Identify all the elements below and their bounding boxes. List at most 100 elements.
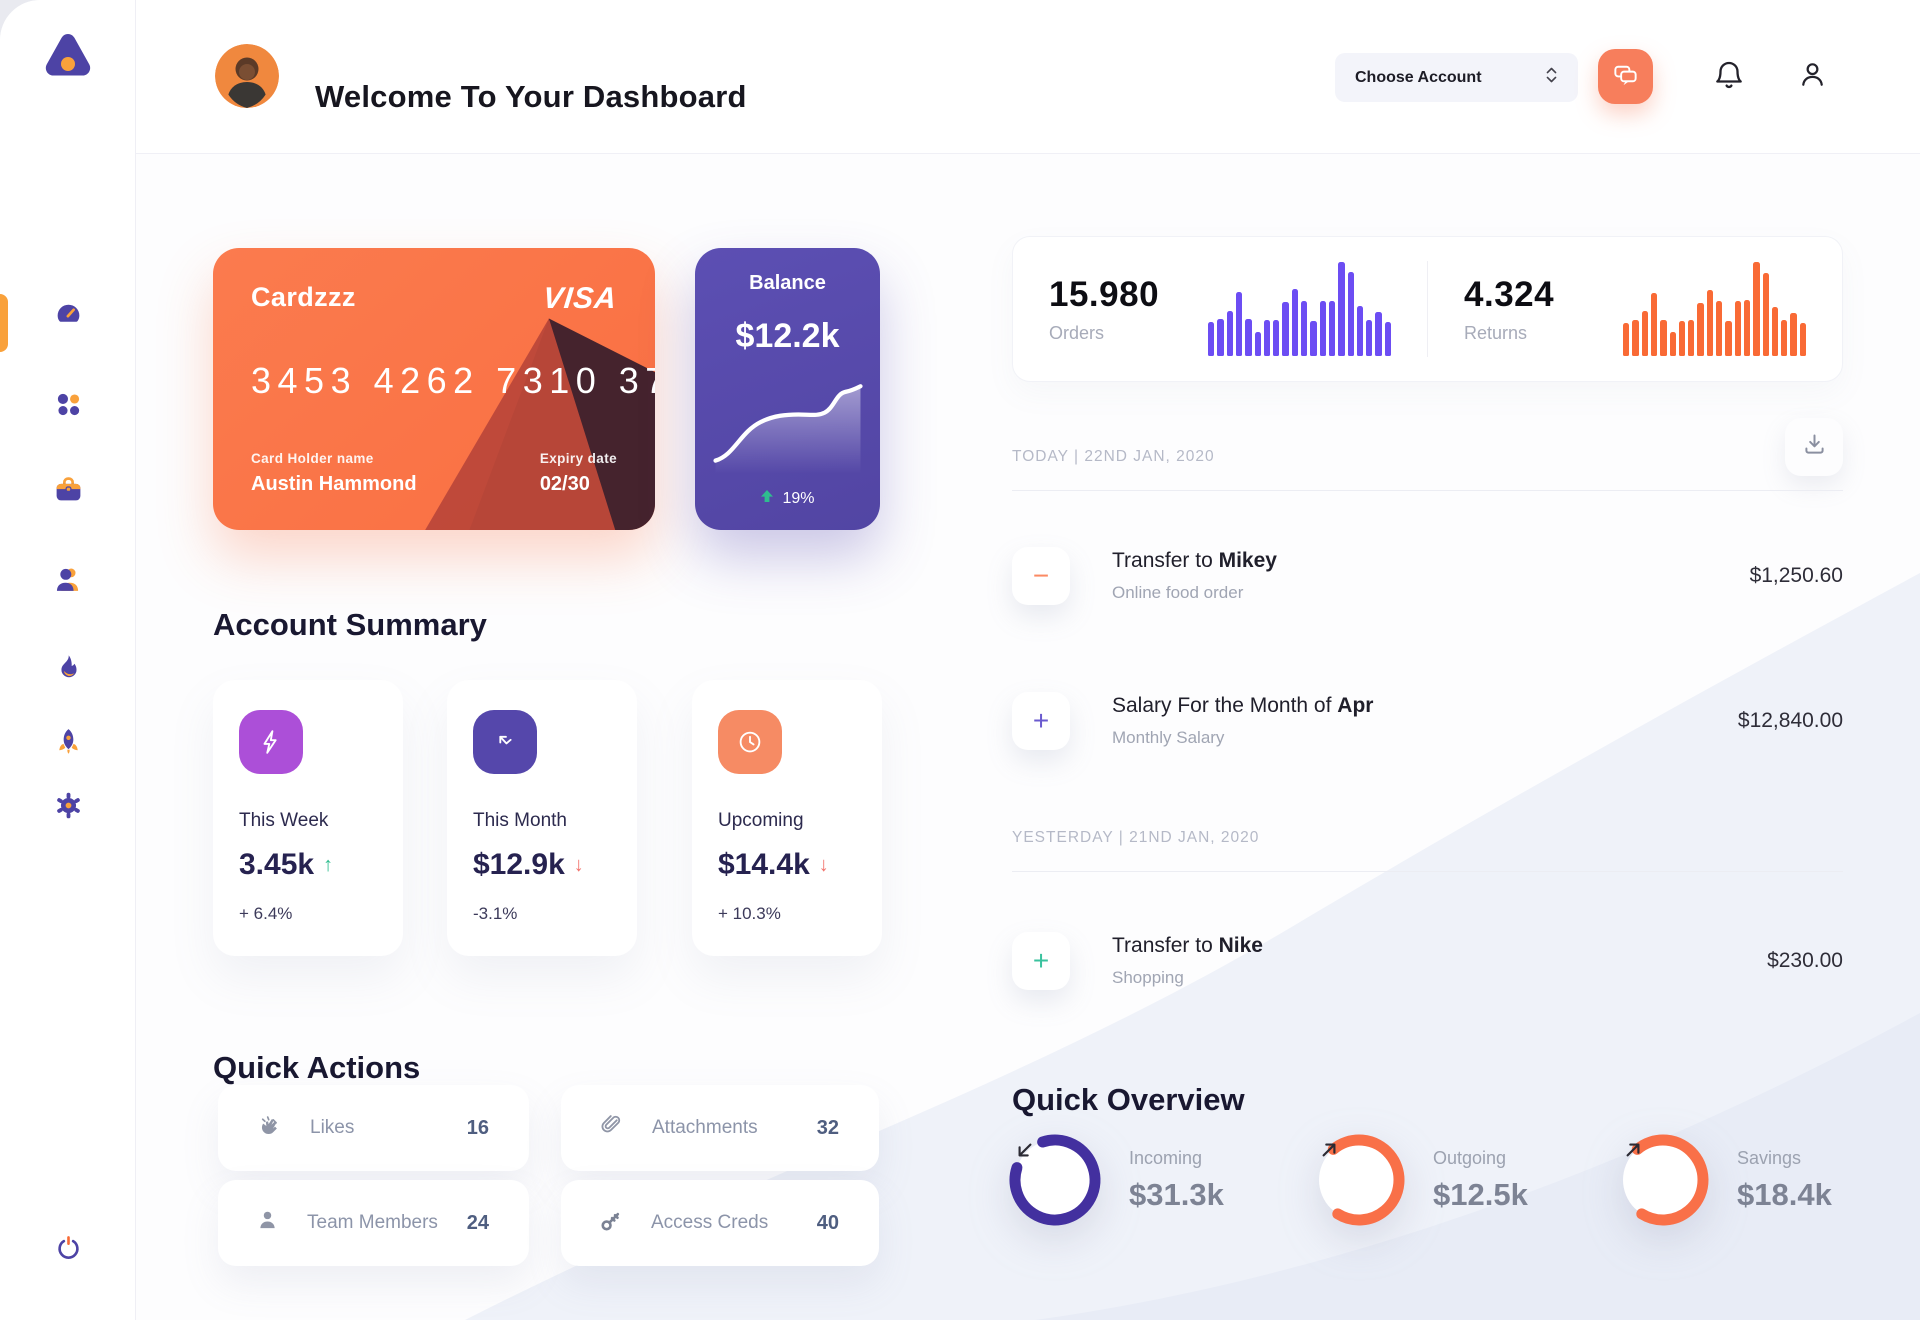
- summary-card-this-month: This Month $12.9k ↓ -3.1%: [447, 680, 637, 956]
- balance-change: 19%: [782, 489, 815, 507]
- arrow-down-left-icon: [1007, 1132, 1103, 1228]
- summary-label: This Week: [239, 810, 329, 831]
- balance-value: $12.2k: [735, 317, 840, 355]
- clap-icon: [254, 1111, 284, 1146]
- card-holder-name: Austin Hammond: [251, 473, 417, 495]
- profile-button[interactable]: [1790, 55, 1834, 99]
- orders-value: 15.980: [1049, 274, 1160, 314]
- main-content: Cardzzz VISA 3453 4262 7310 3728 Card Ho…: [135, 153, 1920, 1320]
- balance-line-chart: [708, 370, 868, 479]
- card-expiry-label: Expiry date: [539, 451, 617, 466]
- notifications-button[interactable]: [1707, 55, 1751, 99]
- select-chevrons-icon: [1545, 66, 1558, 89]
- up-arrow: ↑: [323, 853, 334, 876]
- transactions-date-header: YESTERDAY | 21ND JAN, 2020: [1012, 829, 1260, 846]
- card-number: 3453 4262 7310 3728: [251, 360, 655, 401]
- quick-action-count: 40: [816, 1211, 839, 1234]
- clock-icon: [718, 710, 782, 774]
- bell-icon: [1712, 58, 1746, 97]
- sidebar-item-dashboard[interactable]: [45, 293, 91, 339]
- chat-bubbles-icon: [1611, 60, 1640, 94]
- sidebar-item-apps[interactable]: [45, 384, 91, 430]
- sidebar-item-settings[interactable]: [45, 785, 91, 831]
- quick-actions-title: Quick Actions: [213, 1049, 421, 1085]
- logout-button[interactable]: [45, 1228, 91, 1274]
- briefcase-icon: [53, 474, 84, 510]
- background-wave: [465, 573, 1920, 1320]
- grid-icon: [54, 390, 83, 424]
- speedometer-icon: [53, 298, 84, 334]
- summary-value: $12.9k: [473, 848, 565, 881]
- download-icon: [1801, 431, 1828, 463]
- person-icon: [1796, 58, 1829, 96]
- account-select-value: Choose Account: [1355, 68, 1482, 86]
- arrow-up-right-icon: [1311, 1132, 1407, 1228]
- plus-icon: +: [1012, 932, 1070, 990]
- transaction-subtitle: Monthly Salary: [1112, 728, 1225, 747]
- key-icon: [597, 1207, 625, 1240]
- sidebar-item-launch[interactable]: [45, 720, 91, 766]
- sidebar-item-team[interactable]: [45, 559, 91, 605]
- active-nav-indicator: [0, 294, 8, 352]
- sidebar-item-projects[interactable]: [45, 469, 91, 515]
- quick-action-label: Team Members: [307, 1212, 438, 1233]
- app-logo: [38, 28, 98, 88]
- download-button[interactable]: [1785, 418, 1843, 476]
- transaction-title-bold: Apr: [1337, 694, 1374, 717]
- orders-bar-chart: [1208, 262, 1391, 356]
- incoming-ring-chart: [1007, 1132, 1103, 1228]
- quick-overview-title: Quick Overview: [1012, 1081, 1245, 1117]
- returns-label: Returns: [1464, 322, 1528, 343]
- member-icon: [254, 1207, 281, 1239]
- users-icon: [53, 564, 84, 600]
- summary-label: Upcoming: [718, 810, 804, 831]
- gear-icon: [54, 791, 83, 825]
- transaction-title: Transfer to: [1112, 549, 1219, 572]
- orders-returns-card: 15.980 Orders 4.324 Returns: [1012, 236, 1843, 382]
- account-select[interactable]: Choose Account: [1335, 53, 1578, 102]
- overview-outgoing: Outgoing $12.5k: [1311, 1132, 1528, 1228]
- transaction-subtitle: Shopping: [1112, 968, 1184, 987]
- stats-divider: [1427, 261, 1428, 357]
- summary-delta: + 6.4%: [239, 904, 293, 923]
- transaction-title-bold: Nike: [1218, 934, 1263, 957]
- card-expiry-value: 02/30: [539, 473, 590, 495]
- transaction-row[interactable]: + Transfer to Nike Shopping $230.00: [1012, 916, 1843, 1006]
- transaction-row[interactable]: − Transfer to Mikey Online food order $1…: [1012, 531, 1843, 621]
- transaction-amount: $12,840.00: [1737, 709, 1843, 732]
- card-holder-label: Card Holder name: [251, 451, 374, 466]
- quick-action-access-creds[interactable]: Access Creds 40: [561, 1180, 879, 1266]
- outgoing-ring-chart: [1311, 1132, 1407, 1228]
- transaction-sign: −: [1032, 560, 1050, 591]
- chat-button[interactable]: [1598, 49, 1653, 104]
- rocket-icon: [54, 726, 83, 760]
- overview-label: Incoming: [1129, 1147, 1203, 1168]
- overview-savings: Savings $18.4k: [1615, 1132, 1832, 1228]
- divider: [1012, 490, 1843, 491]
- quick-action-label: Access Creds: [651, 1212, 769, 1233]
- transaction-sign: +: [1032, 945, 1050, 976]
- quick-action-label: Likes: [310, 1117, 355, 1138]
- balance-card: Balance $12.2k 19%: [695, 248, 880, 530]
- quick-action-count: 32: [816, 1116, 839, 1139]
- quick-action-team-members[interactable]: Team Members 24: [218, 1180, 529, 1266]
- transaction-row[interactable]: + Salary For the Month of Apr Monthly Sa…: [1012, 676, 1843, 766]
- sidebar-item-activity[interactable]: [45, 646, 91, 692]
- card-name: Cardzzz: [251, 282, 356, 312]
- lightning-icon: [239, 710, 303, 774]
- summary-delta: + 10.3%: [718, 904, 781, 923]
- header: Welcome To Your Dashboard Choose Account: [135, 0, 1920, 154]
- sidebar: [0, 0, 136, 1320]
- quick-action-label: Attachments: [652, 1117, 758, 1138]
- transaction-subtitle: Online food order: [1112, 583, 1244, 602]
- minus-icon: −: [1012, 547, 1070, 605]
- power-icon: [54, 1234, 83, 1268]
- account-summary-title: Account Summary: [213, 606, 487, 642]
- summary-card-upcoming: Upcoming $14.4k ↓ + 10.3%: [692, 680, 882, 956]
- paperclip-icon: [597, 1111, 626, 1145]
- overview-label: Outgoing: [1433, 1147, 1507, 1168]
- overview-label: Savings: [1737, 1147, 1802, 1168]
- quick-action-likes[interactable]: Likes 16: [218, 1085, 529, 1171]
- flame-icon: [54, 652, 83, 686]
- quick-action-attachments[interactable]: Attachments 32: [561, 1085, 879, 1171]
